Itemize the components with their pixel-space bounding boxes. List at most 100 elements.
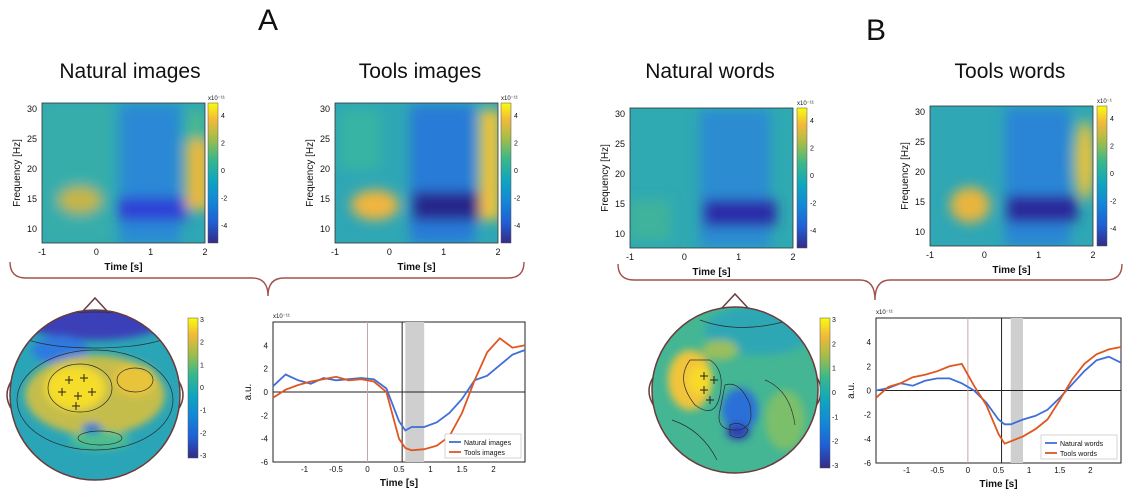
tc-ytick-label: -2 [261, 411, 269, 420]
spec-ytick-label: 20 [27, 164, 37, 174]
legend-label-1: Tools words [1060, 451, 1097, 458]
spec-ytick-label: 10 [27, 224, 37, 234]
topo-colorbar-tick: -3 [200, 453, 206, 460]
tc-xtick-label: 2 [1088, 466, 1093, 475]
spectrogram-natural-words [629, 107, 808, 249]
spec-ylabel: Frequency [Hz] [900, 142, 911, 210]
spec-colorbar-exponent: x10⁻¹¹ [501, 96, 518, 102]
topo-colorbar-tick: -1 [832, 414, 838, 421]
spec-xtick-label: 0 [387, 247, 392, 257]
spec-ytick-label: 25 [615, 139, 625, 149]
spec-ytick-label: 10 [915, 227, 925, 237]
spec-ytick-label: 10 [615, 229, 625, 239]
tc-xtick-label: -1 [301, 465, 309, 474]
spec-xtick-label: 1 [736, 252, 741, 262]
spec-xlabel: Time [s] [397, 262, 435, 273]
topo-colorbar-tick: -2 [832, 439, 838, 446]
spec-colorbar-tick: 2 [221, 141, 225, 148]
timecourse-a-plot [272, 322, 526, 462]
legend-label-0: Natural images [464, 440, 512, 447]
spectrogram-title-natural-images: Natural images [59, 60, 201, 83]
series-line-1 [875, 346, 1122, 445]
spec-ytick-label: 25 [27, 134, 37, 144]
panel-letter-a: A [258, 4, 279, 37]
topo-colorbar-tick: -2 [200, 430, 206, 437]
spec-colorbar-tick: 4 [810, 118, 814, 125]
spec-ytick-label: 30 [320, 104, 330, 114]
spectrogram-tools-images [334, 102, 512, 244]
topomap-b [648, 292, 831, 474]
topo-colorbar-tick: 0 [200, 385, 204, 392]
legend-box [444, 433, 522, 459]
spec-ytick-label: 15 [615, 199, 625, 209]
spec-colorbar-exponent: x10⁻¹¹ [208, 96, 225, 102]
spec-ylabel: Frequency [Hz] [12, 139, 23, 207]
series-line-1 [272, 337, 526, 452]
spec-colorbar-tick: 2 [810, 146, 814, 153]
tc-ytick-label: -6 [864, 459, 872, 468]
spec-colorbar-tick: -4 [1110, 226, 1116, 233]
tc-ytick-label: 2 [867, 362, 872, 371]
topo-colorbar-tick: 3 [200, 317, 204, 324]
spec-ytick-label: 30 [915, 107, 925, 117]
tc-xtick-label: 0.5 [993, 466, 1005, 475]
tc-exponent: x10⁻¹¹ [273, 314, 290, 320]
spec-ytick-label: 20 [915, 167, 925, 177]
spec-colorbar-tick: -2 [810, 201, 816, 208]
topo-colorbar-tick: 1 [832, 366, 836, 373]
spectrogram-tools-words [929, 105, 1108, 247]
panel-letter-b: B [866, 14, 887, 47]
spec-xtick-label: 2 [495, 247, 500, 257]
spec-ylabel: Frequency [Hz] [305, 139, 316, 207]
spec-ytick-label: 20 [320, 164, 330, 174]
tc-ytick-label: 4 [867, 338, 872, 347]
spec-colorbar-tick: -4 [221, 223, 227, 230]
spec-colorbar-tick: 0 [810, 173, 814, 180]
tc-exponent: x10⁻¹¹ [876, 310, 893, 316]
tc-ytick-label: -2 [864, 411, 872, 420]
spec-colorbar-tick: -2 [514, 196, 520, 203]
tc-xlabel: Time [s] [380, 478, 418, 489]
topo-colorbar-tick: -3 [832, 463, 838, 470]
spec-ytick-label: 30 [615, 109, 625, 119]
spec-ytick-label: 15 [915, 197, 925, 207]
spec-xtick-label: -1 [626, 252, 634, 262]
timecourse-b-plot [875, 318, 1122, 463]
spec-colorbar-exponent: x10⁻¹ [1097, 99, 1112, 105]
spec-colorbar-tick: 0 [221, 168, 225, 175]
spec-ytick-label: 10 [320, 224, 330, 234]
tc-xtick-label: -1 [903, 466, 911, 475]
tc-xlabel: Time [s] [979, 479, 1017, 490]
spec-colorbar-tick: 0 [1110, 171, 1114, 178]
spec-colorbar-tick: -2 [221, 196, 227, 203]
tc-xtick-label: 0.5 [393, 465, 405, 474]
spec-xtick-label: 2 [202, 247, 207, 257]
tc-ylabel: a.u. [846, 382, 857, 399]
spec-xtick-label: 0 [94, 247, 99, 257]
spectrogram-natural-images [41, 102, 219, 244]
topo-colorbar-tick: 3 [832, 317, 836, 324]
spec-ytick-label: 15 [27, 194, 37, 204]
tc-xtick-label: -0.5 [930, 466, 944, 475]
spec-xlabel: Time [s] [692, 267, 730, 278]
topo-colorbar-tick: 1 [200, 362, 204, 369]
tc-xtick-label: 1 [1027, 466, 1032, 475]
spec-colorbar-tick: 2 [1110, 144, 1114, 151]
spec-xtick-label: -1 [331, 247, 339, 257]
spec-colorbar-tick: 2 [514, 141, 518, 148]
spec-xlabel: Time [s] [992, 265, 1030, 276]
tc-xtick-label: 0 [966, 466, 971, 475]
bracket-a [9, 261, 525, 297]
spec-colorbar-tick: -4 [514, 223, 520, 230]
tc-xtick-label: 1.5 [1054, 466, 1066, 475]
spec-ytick-label: 25 [320, 134, 330, 144]
spec-xtick-label: -1 [926, 250, 934, 260]
spec-xtick-label: 2 [790, 252, 795, 262]
tc-xtick-label: 2 [491, 465, 496, 474]
spec-ytick-label: 20 [615, 169, 625, 179]
tc-xtick-label: 1.5 [456, 465, 468, 474]
spectrogram-title-natural-words: Natural words [645, 60, 775, 83]
spec-ylabel: Frequency [Hz] [600, 144, 611, 212]
topo-colorbar-tick: 0 [832, 390, 836, 397]
